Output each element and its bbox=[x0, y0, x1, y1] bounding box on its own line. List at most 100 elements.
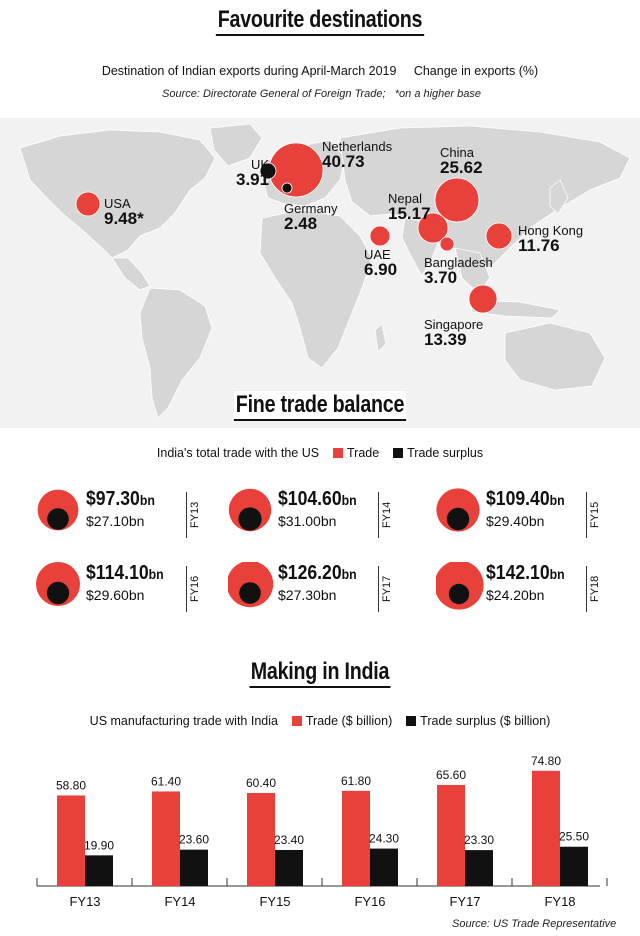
x-tick-label-FY16: FY16 bbox=[354, 894, 385, 909]
bubble-germany bbox=[281, 182, 293, 194]
greenland-shape bbox=[209, 123, 263, 167]
bar-trade-FY18 bbox=[532, 770, 560, 886]
bar-surplus-FY13 bbox=[85, 855, 113, 886]
fy-label: FY14 bbox=[378, 492, 393, 538]
fy-label: FY17 bbox=[378, 566, 393, 612]
north-america-shape bbox=[19, 129, 216, 259]
bubble-usa bbox=[75, 191, 101, 217]
legend-surplus-swatch bbox=[393, 448, 404, 458]
map-subtitle-row: Destination of Indian exports during Apr… bbox=[0, 64, 640, 78]
heading-favourite-destinations: Favourite destinations bbox=[58, 6, 583, 36]
surplus-bubble bbox=[238, 507, 262, 531]
legend-trade-swatch bbox=[333, 448, 344, 458]
x-tick-label-FY18: FY18 bbox=[544, 894, 575, 909]
label-surplus-FY16: 24.30 bbox=[369, 832, 399, 846]
trade-legend-row: India's total trade with the US Trade Tr… bbox=[0, 446, 640, 460]
fy-label: FY18 bbox=[586, 566, 601, 612]
label-nepal: Nepal 15.17 bbox=[388, 191, 431, 223]
making-subtitle: US manufacturing trade with India bbox=[89, 714, 278, 728]
bar-surplus-FY14 bbox=[180, 849, 208, 886]
bar-trade-FY17 bbox=[437, 784, 465, 886]
bar-trade-FY13 bbox=[57, 795, 85, 886]
label-uk: UK 3.91 bbox=[236, 157, 270, 189]
legend-surplus: Trade surplus bbox=[407, 446, 484, 460]
trade-value: $97.30bn bbox=[86, 488, 155, 510]
bubble-netherlands bbox=[268, 142, 324, 198]
trade-panel-fy15: $109.40bn $29.40bn FY15 bbox=[436, 488, 616, 548]
map-subtitle: Destination of Indian exports during Apr… bbox=[101, 64, 397, 78]
small-bubbles bbox=[259, 162, 293, 194]
legend-making-surplus: Trade surplus ($ billion) bbox=[420, 714, 551, 728]
japan-shape bbox=[549, 179, 569, 215]
fy-label: FY15 bbox=[586, 492, 601, 538]
surplus-bubble bbox=[239, 582, 261, 604]
bar-trade-FY14 bbox=[152, 791, 180, 886]
south-america-shape bbox=[139, 287, 213, 419]
map-legend-label: Change in exports (%) bbox=[413, 64, 539, 78]
bar-surplus-FY17 bbox=[465, 850, 493, 886]
bubble-china bbox=[434, 177, 480, 223]
australia-shape bbox=[504, 322, 606, 391]
label-trade-FY16: 61.80 bbox=[341, 774, 371, 788]
bar-surplus-FY16 bbox=[370, 848, 398, 886]
bubble-uae bbox=[369, 225, 391, 247]
x-tick-label-FY17: FY17 bbox=[449, 894, 480, 909]
bar-surplus-FY15 bbox=[275, 849, 303, 886]
x-tick-label-FY14: FY14 bbox=[164, 894, 195, 909]
label-trade-FY13: 58.80 bbox=[56, 778, 86, 792]
bar-surplus-FY18 bbox=[560, 846, 588, 886]
central-america-shape bbox=[111, 257, 151, 291]
trade-panel-fy16: $114.10bn $29.60bn FY16 bbox=[36, 562, 216, 622]
surplus-value: $27.30bn bbox=[278, 587, 337, 603]
label-surplus-FY15: 23.40 bbox=[274, 833, 304, 847]
trade-value: $114.10bn bbox=[86, 562, 164, 584]
heading-making-in-india: Making in India bbox=[58, 658, 583, 688]
label-trade-FY14: 61.40 bbox=[151, 774, 181, 788]
bar-trade-FY15 bbox=[247, 792, 275, 886]
legend-making-trade: Trade ($ billion) bbox=[305, 714, 393, 728]
legend-making-surplus-swatch bbox=[406, 716, 417, 726]
trade-subtitle: India's total trade with the US bbox=[156, 446, 320, 460]
trade-panel-fy13: $97.30bn $27.10bn FY13 bbox=[36, 488, 216, 548]
map-source: Source: Directorate General of Foreign T… bbox=[162, 88, 386, 100]
surplus-value: $29.60bn bbox=[86, 587, 145, 603]
legend-making-trade-swatch bbox=[291, 716, 302, 726]
africa-shape bbox=[259, 209, 373, 369]
fy-label: FY13 bbox=[186, 492, 201, 538]
label-surplus-FY17: 23.30 bbox=[464, 833, 494, 847]
world-map: USA 9.48* UK 3.91 Netherlands 40.73 Germany… bbox=[0, 118, 640, 428]
label-trade-FY18: 74.80 bbox=[531, 754, 561, 768]
surplus-value: $24.20bn bbox=[486, 587, 545, 603]
trade-value: $126.20bn bbox=[278, 562, 357, 584]
label-surplus-FY18: 25.50 bbox=[559, 830, 589, 844]
label-trade-FY17: 65.60 bbox=[436, 768, 466, 782]
trade-value: $104.60bn bbox=[278, 488, 357, 510]
bubble-uk bbox=[259, 162, 277, 180]
trade-panel-fy17: $126.20bn $27.30bn FY17 bbox=[228, 562, 408, 622]
trade-panel-fy18: $142.10bn $24.20bn FY18 bbox=[436, 562, 616, 622]
legend-trade: Trade bbox=[347, 446, 380, 460]
fy-label: FY16 bbox=[186, 566, 201, 612]
label-surplus-FY14: 23.60 bbox=[179, 833, 209, 847]
bubble-nepal bbox=[417, 212, 449, 244]
label-china: China 25.62 bbox=[440, 145, 483, 177]
surplus-value: $29.40bn bbox=[486, 513, 545, 529]
bubble-bangladesh bbox=[439, 236, 455, 252]
bubble-singapore bbox=[468, 284, 498, 314]
label-trade-FY15: 60.40 bbox=[246, 776, 276, 790]
surplus-bubble bbox=[446, 507, 470, 531]
trade-panel-fy14: $104.60bn $31.00bn FY14 bbox=[228, 488, 408, 548]
making-bar-chart: 58.80 19.90 FY13 61.40 23.60 FY14 60.40 23.40 FY… bbox=[36, 754, 608, 909]
heading-fine-trade-balance: Fine trade balance bbox=[58, 391, 583, 421]
surplus-value: $31.00bn bbox=[278, 513, 337, 529]
surplus-value: $27.10bn bbox=[86, 513, 145, 529]
label-bangladesh: Bangladesh 3.70 bbox=[424, 255, 493, 287]
map-source-row: Source: Directorate General of Foreign T… bbox=[162, 88, 481, 100]
label-surplus-FY13: 19.90 bbox=[84, 838, 114, 852]
x-tick-label-FY15: FY15 bbox=[259, 894, 290, 909]
madagascar-shape bbox=[374, 323, 387, 353]
label-hong-kong: Hong Kong 11.76 bbox=[518, 223, 584, 255]
surplus-bubble bbox=[46, 581, 70, 605]
trade-value: $142.10bn bbox=[486, 562, 565, 584]
map-note: *on a higher base bbox=[394, 88, 481, 100]
